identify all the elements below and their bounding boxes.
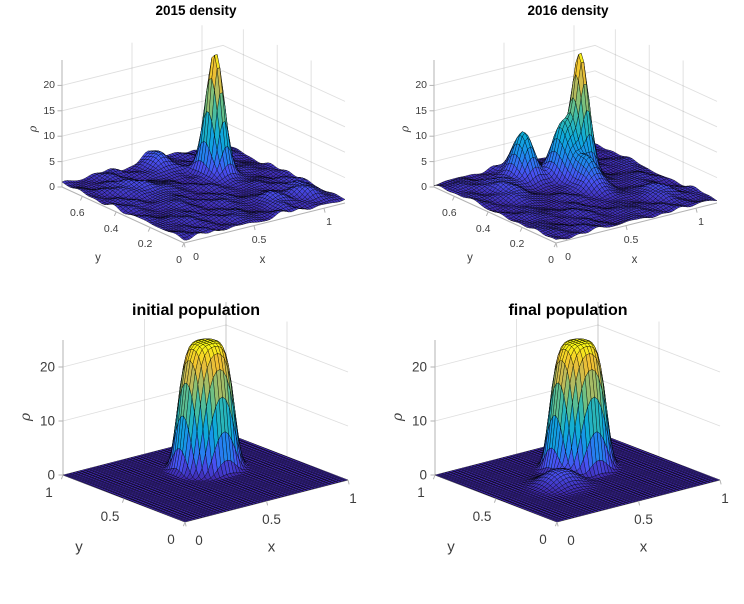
z-tick-label: 10	[415, 130, 427, 143]
plot-title-final-population: final population	[508, 302, 628, 319]
z-tick-label: 10	[43, 130, 55, 143]
surface-canvas-2015-density	[0, 0, 372, 302]
subplot-initial-population: initial population 0 0.5 1 0 0.5 1 0 10 20 x y ρ	[0, 302, 372, 604]
y-tick-label: 0	[548, 254, 554, 266]
z-tick-label: 10	[39, 413, 55, 429]
y-tick-label: 0.5	[100, 508, 120, 524]
x-tick-label: 0.5	[623, 233, 639, 246]
x-tick-label: 0.5	[251, 233, 267, 246]
x-tick-label: 1	[326, 216, 332, 229]
z-tick-label: 20	[415, 79, 427, 92]
x-tick-label: 0	[565, 251, 571, 263]
y-tick-label: 0.4	[475, 222, 491, 235]
x-tick-label: 0.5	[262, 512, 281, 527]
x-axis-label: x	[639, 538, 648, 556]
z-tick-label: 0	[47, 467, 55, 483]
y-axis-label: y	[467, 252, 473, 264]
y-tick-label: 0.2	[509, 238, 525, 251]
y-axis-label: y	[75, 538, 83, 555]
z-tick-label: 0	[49, 181, 55, 193]
x-tick-label: 1	[698, 216, 704, 229]
z-axis-label-rho: ρ	[398, 125, 412, 133]
subplot-final-population: final population 0 0.5 1 0 0.5 1 0 10 20 x y ρ	[372, 302, 744, 604]
x-tick-label: 0	[567, 533, 575, 548]
x-tick-label: 1	[349, 491, 357, 506]
y-tick-label: 1	[45, 485, 53, 500]
y-tick-label: 1	[417, 485, 425, 500]
y-tick-label: 0	[539, 532, 547, 547]
x-axis-label: x	[631, 254, 638, 266]
z-tick-label: 10	[411, 413, 427, 429]
z-tick-label: 20	[43, 79, 55, 92]
z-tick-label: 0	[421, 181, 427, 193]
z-tick-label: 5	[49, 155, 55, 168]
plot-title-2015-density: 2015 density	[155, 3, 237, 18]
surface-canvas-initial-population	[0, 302, 372, 604]
y-tick-label: 0.2	[137, 238, 153, 251]
x-tick-label: 1	[721, 491, 729, 506]
x-tick-label: 0.5	[634, 512, 653, 527]
z-tick-label: 20	[39, 359, 55, 375]
y-tick-label: 0	[167, 532, 175, 547]
z-axis-label-rho: ρ	[390, 412, 406, 421]
z-tick-label: 5	[421, 155, 427, 168]
surface-canvas-2016-density	[372, 0, 744, 302]
plot-title-2016-density: 2016 density	[527, 3, 609, 18]
z-tick-label: 15	[43, 104, 55, 117]
x-tick-label: 0	[193, 251, 199, 263]
x-axis-label: x	[267, 538, 276, 556]
z-axis-label-rho: ρ	[26, 125, 40, 133]
x-axis-label: x	[259, 254, 266, 266]
y-tick-label: 0.5	[472, 508, 492, 524]
surface-canvas-final-population	[372, 302, 744, 604]
z-tick-label: 15	[415, 104, 427, 117]
y-axis-label: y	[95, 252, 101, 264]
x-tick-label: 0	[195, 533, 203, 548]
z-axis-label-rho: ρ	[18, 412, 34, 421]
y-axis-label: y	[447, 538, 455, 555]
y-tick-label: 0.6	[442, 207, 457, 220]
y-tick-label: 0.6	[70, 207, 85, 220]
plot-title-initial-population: initial population	[132, 302, 260, 319]
y-tick-label: 0.4	[103, 222, 119, 235]
z-tick-label: 0	[419, 467, 427, 483]
subplot-2016-density: 2016 density 0 0.5 1 0 0.2 0.4 0.6 0 5 10 15 20 x y ρ	[372, 0, 744, 302]
z-tick-label: 20	[411, 359, 427, 375]
subplot-2015-density: 2015 density 0 0.5 1 0 0.2 0.4 0.6 0 5 10 15 20 x y ρ	[0, 0, 372, 302]
y-tick-label: 0	[176, 254, 182, 266]
